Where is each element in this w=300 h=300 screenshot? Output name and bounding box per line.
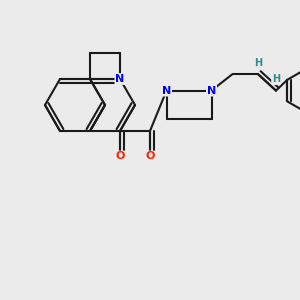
- Text: H: H: [272, 74, 280, 84]
- Text: H: H: [254, 58, 262, 68]
- Text: O: O: [115, 152, 125, 161]
- Text: N: N: [116, 74, 124, 84]
- Text: N: N: [162, 85, 171, 96]
- Text: N: N: [207, 85, 216, 96]
- Text: O: O: [145, 152, 155, 161]
